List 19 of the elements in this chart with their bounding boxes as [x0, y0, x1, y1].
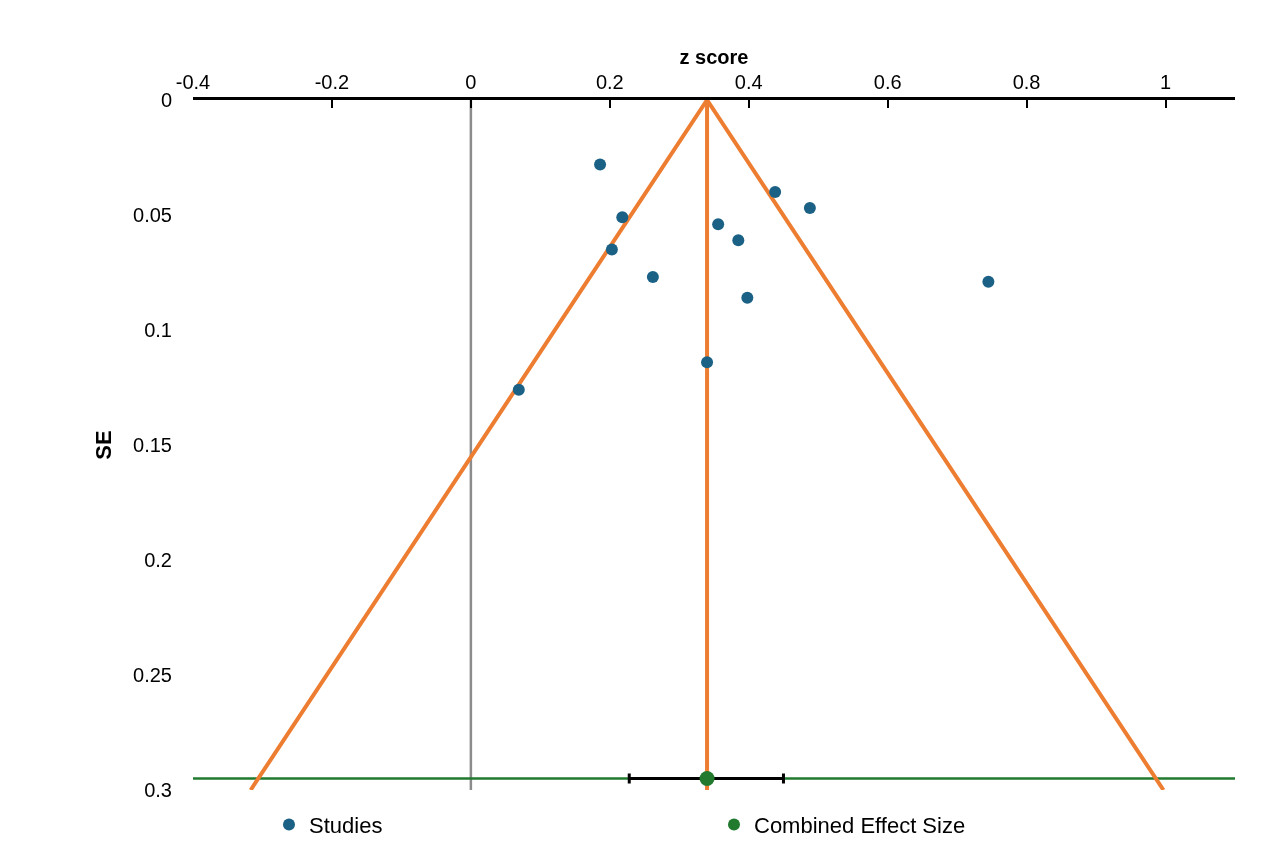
- x-tick-label: 0: [465, 71, 477, 93]
- y-tick-label: 0.1: [144, 319, 172, 341]
- x-tick-label: 1: [1159, 71, 1172, 93]
- y-tick-label: 0.2: [144, 549, 172, 571]
- y-tick-label: 0.05: [133, 204, 172, 226]
- y-tick-label: 0.15: [133, 434, 172, 456]
- legend-label: Combined Effect Size: [754, 813, 966, 839]
- x-tick-label: -0.4: [175, 71, 211, 93]
- x-axis-title: z score: [679, 45, 749, 68]
- x-tick-label: 0.6: [873, 71, 902, 93]
- y-tick-label: 0.25: [133, 664, 172, 686]
- x-tick-label: 0.8: [1012, 71, 1041, 93]
- y-tick-label: 0: [160, 89, 172, 111]
- y-axis-title: SE: [90, 430, 116, 460]
- legend-label: Studies: [309, 813, 383, 839]
- x-tick-label: 0.2: [595, 71, 624, 93]
- y-tick-label: 0.3: [144, 779, 172, 801]
- x-tick-label: -0.2: [314, 71, 350, 93]
- x-tick-label: 0.4: [734, 71, 763, 93]
